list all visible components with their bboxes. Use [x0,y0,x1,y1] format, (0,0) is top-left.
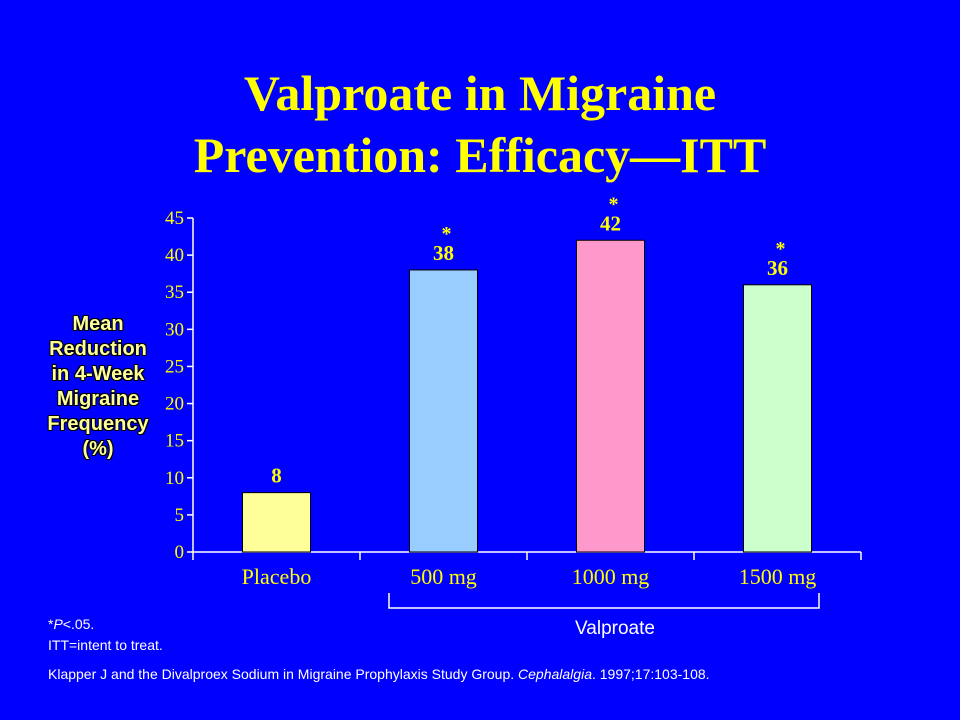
valproate-group-label: Valproate [575,618,655,639]
significance-marker: * [609,193,619,215]
reference-authors: Klapper J and the Divalproex Sodium in M… [48,666,519,682]
y-tick-label: 20 [165,394,184,415]
itt-footnote: ITT=intent to treat. [48,637,163,653]
footnote-threshold: <.05. [62,616,95,632]
bar [409,269,478,553]
data-label: 36 [767,256,788,280]
y-tick-label: 45 [165,208,184,229]
category-label: 1000 mg [572,564,650,589]
y-tick-label: 10 [165,468,184,489]
slide-title: Valproate in Migraine Prevention: Effica… [0,62,960,186]
data-label: 42 [600,211,621,235]
data-label: 8 [271,464,282,488]
y-axis-label-line: Migraine [56,388,140,410]
reference-journal: Cephalalgia [518,666,592,682]
y-tick-label: 40 [165,245,184,266]
reference-citation: . 1997;17:103-108. [591,666,710,682]
data-label: 38 [433,241,454,265]
bar [743,284,812,553]
category-label: 1500 mg [739,564,817,589]
y-axis-label: Mean Reduction in 4-Week Migraine Freque… [30,312,166,462]
footnote-star: * [48,616,54,632]
y-tick-label: 5 [175,505,185,526]
y-axis-label-line: (%) [82,438,114,460]
category-label: Placebo [242,564,312,589]
significance-footnote: *P<.05. [48,616,94,632]
y-tick-label: 35 [165,282,184,303]
slide-title-line-1: Valproate in Migraine [243,65,717,121]
y-axis-label-line: Reduction [49,338,147,360]
bar [576,239,645,553]
y-axis-label-line: Frequency [47,413,149,435]
y-tick-label: 0 [175,542,185,563]
footnote-p: P [53,616,63,632]
slide-title-line-2: Prevention: Efficacy—ITT [193,127,767,183]
y-tick-label: 15 [165,431,184,452]
reference-footnote: Klapper J and the Divalproex Sodium in M… [48,666,710,682]
y-axis-label-line: Mean [72,313,124,335]
y-tick-label: 25 [165,356,184,377]
significance-marker: * [442,223,452,245]
y-axis-label-line: in 4-Week [51,363,145,385]
category-label: 500 mg [410,564,477,589]
significance-marker: * [776,238,786,260]
y-tick-label: 30 [165,319,184,340]
bar [242,492,311,553]
valproate-bracket [388,593,820,609]
